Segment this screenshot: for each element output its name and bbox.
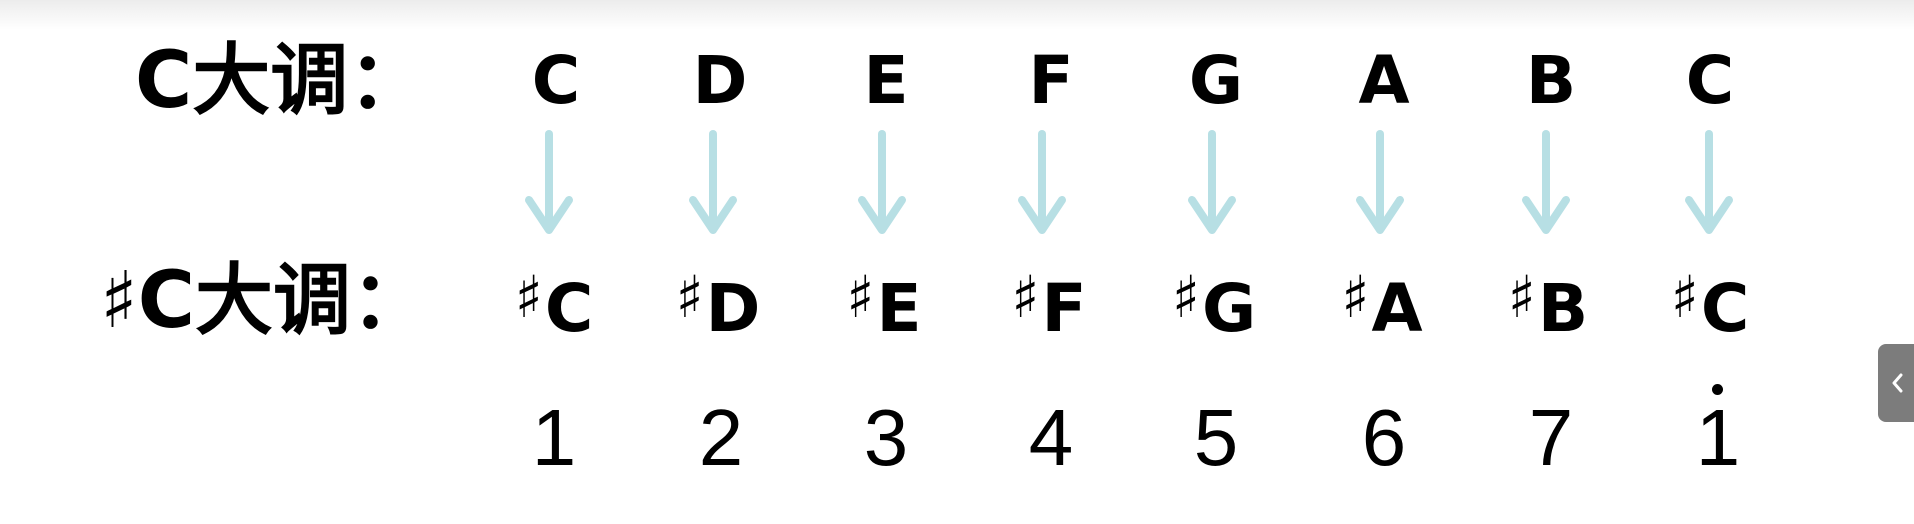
sharp-symbol: ♯ [1011,263,1040,331]
c-major-note: E [863,42,909,119]
csharp-major-note: ♯G [1144,268,1284,342]
note-letter: B [1537,270,1589,347]
down-arrow-icon [1356,130,1404,234]
down-arrow-icon [1522,130,1570,234]
scale-degree: 2 [698,393,744,482]
sharp-symbol: ♯ [1341,263,1370,331]
c-major-label: C大调： [135,36,427,126]
csharp-major-note: ♯F [979,268,1119,342]
sharp-symbol: ♯ [1670,263,1699,331]
collapse-panel-button[interactable] [1878,344,1914,422]
sharp-symbol: ♯ [514,263,543,331]
c-major-note: C [531,42,581,119]
down-arrow-icon [1188,130,1236,234]
scale-degree: 5 [1193,393,1239,482]
scale-degree: 6 [1361,393,1407,482]
note-letter: E [876,270,922,347]
scale-degree: 3 [863,393,909,482]
csharp-major-note: ♯A [1312,268,1452,342]
csharp-major-note: ♯D [648,268,788,342]
c-major-note: D [692,42,748,119]
c-major-note: A [1358,42,1410,119]
high-octave-dot [1712,384,1723,395]
sharp-symbol: ♯ [1171,263,1200,331]
down-arrow-icon [1018,130,1066,234]
note-letter: F [1041,270,1087,347]
csharp-major-note: ♯B [1478,268,1618,342]
c-major-note: G [1188,42,1244,119]
down-arrow-icon [525,130,573,234]
down-arrow-icon [689,130,737,234]
scale-degree: 1 [531,393,577,482]
top-shade [0,0,1914,30]
csharp-major-note: ♯C [1640,268,1780,342]
csharp-major-note: ♯C [484,268,624,342]
note-letter: G [1201,270,1257,347]
down-arrow-icon [858,130,906,234]
note-letter: A [1371,270,1423,347]
note-letter: C [544,270,594,347]
csharp-major-note: ♯E [814,268,954,342]
sharp-symbol: ♯ [846,263,875,331]
down-arrow-icon [1685,130,1733,234]
chevron-left-icon [1892,373,1903,393]
c-major-note: B [1525,42,1577,119]
note-letter: C [1700,270,1750,347]
csharp-major-label: ♯C大调： [100,256,429,346]
c-major-note: C [1685,42,1735,119]
sharp-symbol: ♯ [1507,263,1536,331]
sharp-symbol: ♯ [675,263,704,331]
c-major-note: F [1028,42,1074,119]
scale-degree: 4 [1028,393,1074,482]
scale-degree-high: 1 [1695,393,1741,482]
scale-degree: 7 [1528,393,1574,482]
note-letter: D [705,270,761,347]
